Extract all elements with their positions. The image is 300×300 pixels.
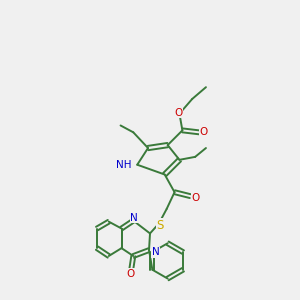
Text: S: S (156, 219, 164, 232)
Text: NH: NH (116, 160, 131, 170)
Text: N: N (152, 247, 160, 257)
Text: N: N (130, 213, 138, 223)
Text: O: O (191, 193, 199, 203)
Text: O: O (174, 108, 183, 118)
Text: O: O (200, 127, 208, 137)
Text: O: O (126, 269, 134, 279)
